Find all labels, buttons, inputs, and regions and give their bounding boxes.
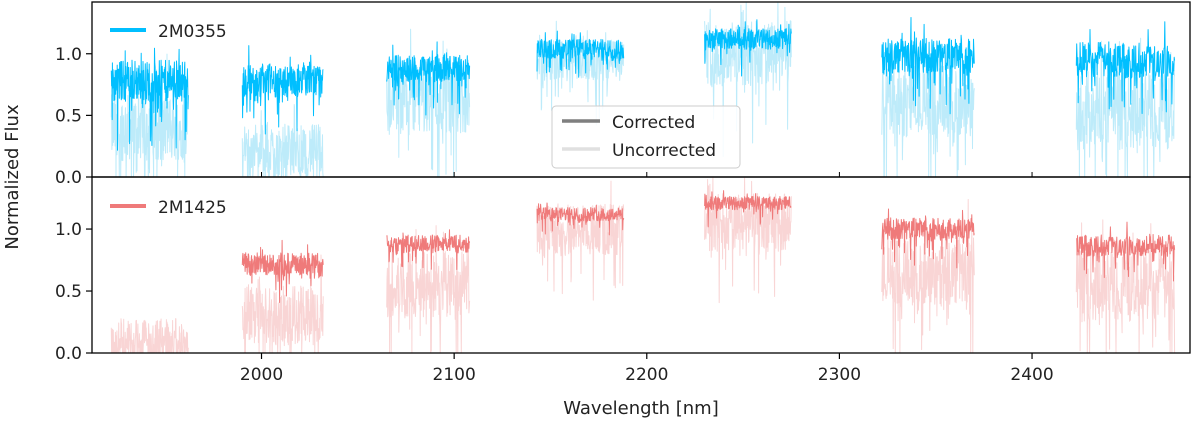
spectrum-2M1425-order-3-uncorrected bbox=[386, 225, 471, 354]
x-tick-label: 2100 bbox=[433, 365, 476, 385]
legend-label-corrected: Corrected bbox=[612, 113, 695, 133]
spectrum-2M1425-order-2-corrected bbox=[241, 239, 324, 303]
y-tick-label: 1.0 bbox=[55, 45, 82, 65]
panel-2M1425-frame bbox=[91, 176, 1191, 354]
panel-2M0355-plot-area bbox=[110, 2, 1176, 178]
spectrum-2M0355-order-6-corrected bbox=[881, 17, 975, 115]
spectrum-2M0355-order-4-corrected bbox=[536, 30, 625, 78]
spectrum-2M1425-order-4-uncorrected bbox=[536, 180, 625, 301]
spectrum-2M1425-order-2-uncorrected bbox=[241, 254, 324, 354]
x-tick-label: 2400 bbox=[1010, 365, 1053, 385]
panel-2M1425-plot-area bbox=[110, 177, 1176, 354]
spectrum-2M1425-order-6-corrected bbox=[881, 208, 975, 269]
spectrum-2M0355-order-7-corrected bbox=[1075, 21, 1176, 114]
panel-2M0355-legend: 2M0355 bbox=[110, 22, 227, 42]
spectrum-2M0355-order-6-uncorrected bbox=[881, 45, 975, 178]
x-tick-label: 2000 bbox=[240, 365, 283, 385]
spectrum-2M0355-order-7-uncorrected bbox=[1075, 37, 1176, 178]
spectrum-2M0355-order-2-uncorrected bbox=[241, 104, 324, 178]
spectrum-2M1425-order-5-uncorrected bbox=[704, 177, 792, 304]
spectrum-2M1425-order-3-corrected bbox=[386, 229, 471, 270]
y-tick-label: 1.0 bbox=[55, 220, 82, 240]
y-axis-label: Normalized Flux bbox=[2, 104, 23, 250]
spectrum-2M1425-order-4-corrected bbox=[536, 202, 625, 236]
spectrum-2M1425-order-1-uncorrected bbox=[110, 318, 189, 354]
style-legend: Corrected Uncorrected bbox=[551, 105, 741, 169]
spectrum-2M0355-order-5-corrected bbox=[704, 19, 792, 77]
x-axis-label: Wavelength [nm] bbox=[563, 398, 719, 419]
spectrum-2M0355-order-1-corrected bbox=[110, 47, 189, 151]
spectrum-2M0355-order-5-uncorrected bbox=[704, 2, 792, 157]
y-tick-label: 0.0 bbox=[55, 344, 82, 364]
y-tick-label: 0.5 bbox=[55, 282, 82, 302]
y-tick-label: 0.5 bbox=[55, 106, 82, 126]
y-tick-label: 0.0 bbox=[55, 168, 82, 188]
spectrum-2M0355-order-3-corrected bbox=[386, 41, 471, 116]
spectrum-2M1425-order-7-corrected bbox=[1076, 221, 1176, 282]
legend-label-2M1425: 2M1425 bbox=[158, 198, 227, 218]
spectrum-2M0355-order-3-uncorrected bbox=[386, 28, 471, 178]
spectrum-2M0355-order-1-uncorrected bbox=[110, 53, 189, 178]
spectrum-2M1425-order-6-uncorrected bbox=[881, 199, 975, 354]
spectrum-2M1425-order-7-uncorrected bbox=[1075, 219, 1176, 354]
spectrum-2M0355-order-2-corrected bbox=[241, 45, 324, 135]
legend-label-2M0355: 2M0355 bbox=[158, 22, 227, 42]
panel-2M1425-legend: 2M1425 bbox=[110, 198, 227, 218]
x-tick-label: 2300 bbox=[818, 365, 861, 385]
legend-label-uncorrected: Uncorrected bbox=[612, 141, 716, 161]
axes: 0.0 0.5 1.0 0.0 0.5 1.0 2000 2100 2200 2300 2400 bbox=[55, 45, 1054, 385]
x-tick-label: 2200 bbox=[625, 365, 668, 385]
spectrum-2M1425-order-5-corrected bbox=[704, 190, 792, 228]
spectrum-2M0355-order-4-uncorrected bbox=[536, 20, 625, 126]
